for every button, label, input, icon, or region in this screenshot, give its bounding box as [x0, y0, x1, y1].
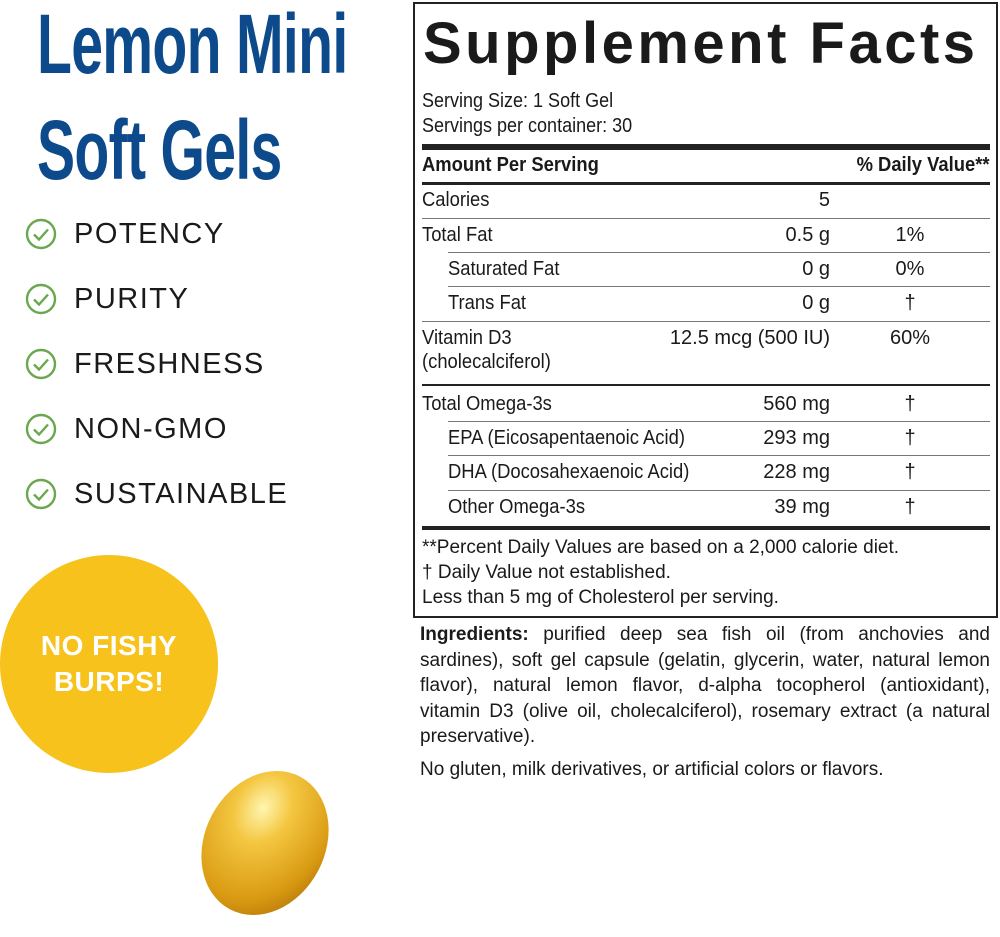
nutrient-amount: 12.5 mcg (500 IU) — [669, 327, 830, 349]
nutrient-name: Trans Fat — [448, 292, 527, 314]
check-circle-icon — [25, 478, 57, 510]
nutrient-dv: 1% — [895, 224, 925, 246]
nutrient-row: Calories 5 — [422, 184, 990, 218]
ingredients-text: purified deep sea fish oil (from anchovi… — [420, 624, 990, 747]
row-divider — [448, 455, 990, 456]
nutrient-name: EPA (Eicosapentaenoic Acid) — [448, 427, 685, 449]
nutrient-row: DHA (Docosahexaenoic Acid) 228 mg † — [422, 456, 990, 490]
header-amount: Amount Per Serving — [422, 154, 599, 176]
nutrient-amount: 560 mg — [763, 393, 830, 415]
nutrient-name: DHA (Docosahexaenoic Acid) — [448, 461, 690, 483]
nutrient-row: Total Omega-3s 560 mg † — [422, 388, 990, 422]
nutrient-name: Vitamin D3 — [422, 327, 512, 349]
nutrient-amount: 39 mg — [774, 496, 830, 518]
feature-label: NON-GMO — [74, 412, 228, 445]
free-from-statement: No gluten, milk derivatives, or artifici… — [420, 759, 884, 780]
no-fishy-burps-badge: NO FISHY BURPS! — [0, 555, 218, 773]
soft-gel-image — [176, 748, 354, 937]
nutrient-dv: 60% — [889, 327, 931, 349]
row-divider — [422, 321, 990, 322]
row-divider — [448, 490, 990, 491]
feature-item: PURITY — [25, 279, 189, 319]
nutrient-amount: 0 g — [802, 258, 830, 280]
nutrient-name: Total Omega-3s — [422, 393, 552, 415]
feature-label: PURITY — [74, 282, 190, 315]
nutrient-dv: 0% — [895, 258, 925, 280]
nutrient-row: Other Omega-3s 39 mg † — [422, 491, 990, 525]
nutrient-name: Saturated Fat — [448, 258, 560, 280]
row-divider — [448, 252, 990, 253]
feature-label: SUSTAINABLE — [74, 477, 289, 510]
footnote: † Daily Value not established. — [422, 562, 671, 583]
feature-item: FRESHNESS — [25, 344, 265, 384]
row-divider — [422, 218, 990, 219]
feature-item: SUSTAINABLE — [25, 474, 288, 514]
ingredients: Ingredients: purified deep sea fish oil … — [420, 622, 990, 750]
nutrient-name: Total Fat — [422, 224, 493, 246]
nutrient-dv: † — [904, 461, 916, 483]
servings-per-container: Servings per container: 30 — [422, 115, 633, 137]
header-divider — [422, 182, 990, 185]
nutrient-row: Vitamin D3 (cholecalciferol) 12.5 mcg (500… — [422, 322, 990, 373]
nutrient-dv: † — [904, 292, 916, 314]
check-circle-icon — [25, 218, 57, 250]
thick-divider — [422, 144, 990, 150]
nutrient-amount: 0.5 g — [785, 224, 830, 246]
check-circle-icon — [25, 413, 57, 445]
nutrient-name: Other Omega-3s — [448, 496, 586, 518]
nutrient-amount: 228 mg — [763, 461, 830, 483]
row-divider — [422, 384, 990, 386]
feature-label: POTENCY — [74, 217, 225, 250]
feature-item: POTENCY — [25, 214, 225, 254]
ingredients-label: Ingredients: — [420, 624, 529, 645]
footnote: Less than 5 mg of Cholesterol per servin… — [422, 587, 779, 608]
facts-title: Supplement Facts — [423, 11, 979, 76]
check-circle-icon — [25, 283, 57, 315]
check-circle-icon — [25, 348, 57, 380]
nutrient-row: Trans Fat 0 g † — [422, 287, 990, 321]
badge-line1: NO FISHY — [40, 630, 178, 661]
nutrient-amount: 0 g — [802, 292, 830, 314]
nutrient-dv: † — [904, 496, 916, 518]
nutrient-name-sub: (cholecalciferol) — [422, 351, 551, 373]
nutrient-amount: 293 mg — [763, 427, 830, 449]
header-dv: % Daily Value** — [857, 154, 990, 176]
nutrient-row: Total Fat 0.5 g 1% — [422, 219, 990, 253]
badge-line2: BURPS! — [53, 666, 165, 697]
nutrient-dv: † — [904, 393, 916, 415]
row-divider — [448, 286, 990, 287]
bottom-divider — [422, 526, 990, 530]
nutrient-row: EPA (Eicosapentaenoic Acid) 293 mg † — [422, 422, 990, 456]
nutrient-dv: † — [904, 427, 916, 449]
product-title-line2: Soft Gels — [37, 103, 282, 197]
nutrient-row: Saturated Fat 0 g 0% — [422, 253, 990, 287]
serving-size: Serving Size: 1 Soft Gel — [422, 90, 614, 112]
feature-item: NON-GMO — [25, 409, 228, 449]
header-row: Amount Per Serving % Daily Value** — [422, 149, 990, 183]
product-title-line1: Lemon Mini — [37, 0, 348, 91]
supplement-facts-panel: Supplement Facts Serving Size: 1 Soft Ge… — [413, 2, 998, 618]
nutrient-name: Calories — [422, 189, 490, 211]
nutrient-amount: 5 — [818, 189, 830, 211]
footnote: **Percent Daily Values are based on a 2,… — [422, 537, 900, 558]
feature-label: FRESHNESS — [74, 347, 265, 380]
row-divider — [448, 421, 990, 422]
